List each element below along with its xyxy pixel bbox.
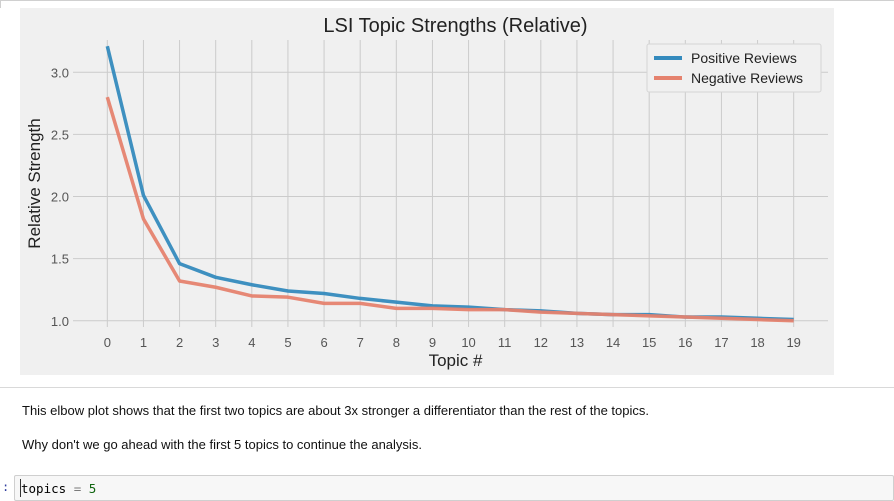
code-operator: = bbox=[73, 481, 82, 496]
x-tick-label: 10 bbox=[461, 335, 475, 350]
y-tick-label: 3.0 bbox=[51, 65, 69, 80]
cell-top-border bbox=[0, 0, 894, 1]
legend-box bbox=[646, 43, 822, 93]
chart-title: LSI Topic Strengths (Relative) bbox=[323, 15, 587, 37]
x-axis-label: Topic # bbox=[429, 351, 483, 370]
x-tick-label: 8 bbox=[393, 335, 400, 350]
x-tick-label: 14 bbox=[606, 335, 620, 350]
x-tick-label: 13 bbox=[570, 335, 584, 350]
x-tick-label: 18 bbox=[750, 335, 764, 350]
x-tick-label: 15 bbox=[642, 335, 656, 350]
line-chart: 0 1 2 3 4 5 6 7 8 9 10 11 12 13 14 15 16 17 18 191.01.52.02… bbox=[20, 8, 834, 375]
x-tick-label: 9 bbox=[429, 335, 436, 350]
x-tick-label: 0 bbox=[104, 335, 111, 350]
x-tick-label: 7 bbox=[357, 335, 364, 350]
y-axis-label: Relative Strength bbox=[25, 118, 44, 248]
x-tick-label: 17 bbox=[714, 335, 728, 350]
markdown-paragraph-1: This elbow plot shows that the first two… bbox=[22, 403, 649, 418]
code-number: 5 bbox=[88, 481, 97, 496]
legend-label-2: Negative Reviews bbox=[691, 70, 803, 86]
x-tick-label: 6 bbox=[320, 335, 327, 350]
x-tick-label: 11 bbox=[498, 335, 512, 350]
legend-label-1: Positive Reviews bbox=[691, 50, 797, 66]
code-cell[interactable]: : topics = 5 bbox=[0, 474, 894, 501]
series-line-2 bbox=[105, 96, 794, 323]
cell-edge bbox=[0, 0, 1, 8]
y-tick-label: 1.0 bbox=[51, 314, 69, 329]
cell-separator bbox=[0, 387, 894, 388]
x-tick-label: 19 bbox=[786, 335, 800, 350]
x-tick-label: 12 bbox=[534, 335, 548, 350]
chart-output: 0 1 2 3 4 5 6 7 8 9 10 11 12 13 14 15 16 17 18 19 1.0 1.5 2.0 2… bbox=[20, 8, 840, 378]
x-tick-label: 1 bbox=[140, 335, 147, 350]
code-editor[interactable]: topics = 5 bbox=[14, 475, 894, 501]
y-tick-label: 1.5 bbox=[51, 252, 69, 267]
x-tick-label: 4 bbox=[248, 335, 255, 350]
y-tick-label: 2.5 bbox=[51, 127, 69, 142]
x-tick-label: 2 bbox=[176, 335, 183, 350]
input-prompt: : bbox=[2, 480, 10, 494]
code-variable: topics bbox=[21, 481, 67, 496]
x-tick-label: 3 bbox=[212, 335, 219, 350]
x-tick-label: 16 bbox=[678, 335, 692, 350]
y-tick-label: 2.0 bbox=[51, 190, 69, 205]
text-cursor bbox=[20, 479, 21, 497]
code-line[interactable]: topics = 5 bbox=[21, 481, 96, 496]
x-tick-label: 5 bbox=[284, 335, 291, 350]
markdown-paragraph-2: Why don't we go ahead with the first 5 t… bbox=[22, 437, 422, 452]
